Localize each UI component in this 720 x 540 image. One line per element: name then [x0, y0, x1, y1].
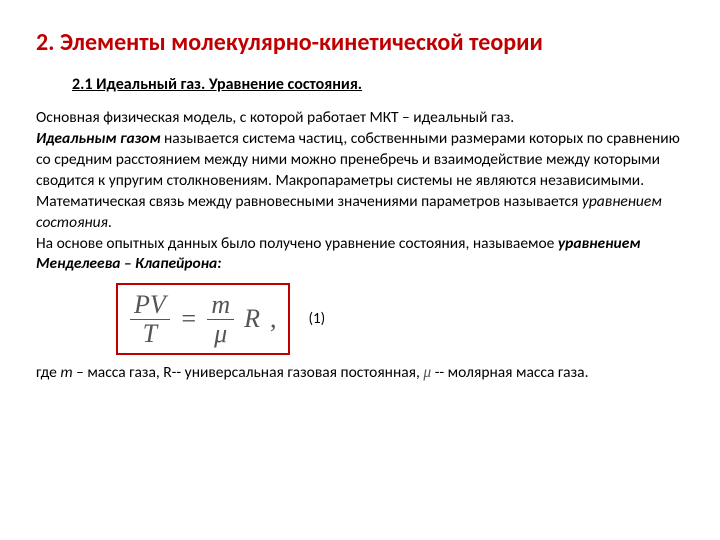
eq-number: (1): [308, 310, 325, 328]
footer-b: – масса газа, R-- универсальная газовая …: [73, 363, 424, 382]
lhs-den: T: [139, 320, 161, 347]
para1-b-bold: Идеальным газом: [36, 129, 161, 148]
formula-box: PV T = m μ R ,: [116, 283, 290, 355]
body-text: Основная физическая модель, с которой ра…: [36, 108, 684, 275]
formula-R: R: [244, 304, 260, 334]
para1-b-dot: .: [108, 213, 112, 232]
para1-a: Основная физическая модель, с которой ра…: [36, 108, 514, 127]
footer-a: где: [36, 363, 60, 382]
formula: PV T = m μ R ,: [130, 291, 276, 347]
para2-a: На основе опытных данных было получено у…: [36, 234, 558, 253]
lhs-num: PV: [130, 291, 170, 319]
eq-sign: =: [180, 304, 198, 334]
footer-c: -- молярная масса газа.: [431, 363, 588, 382]
footer-text: где m – масса газа, R-- универсальная га…: [36, 363, 684, 384]
slide-subtitle: 2.1 Идеальный газ. Уравнение состояния.: [72, 75, 684, 94]
formula-comma: ,: [270, 304, 277, 334]
formula-row: PV T = m μ R , (1): [116, 283, 684, 355]
rhs-den: μ: [210, 320, 231, 347]
slide-title: 2. Элементы молекулярно-кинетической тео…: [36, 28, 684, 57]
footer-m: m: [60, 363, 72, 382]
rhs-num: m: [207, 291, 234, 319]
